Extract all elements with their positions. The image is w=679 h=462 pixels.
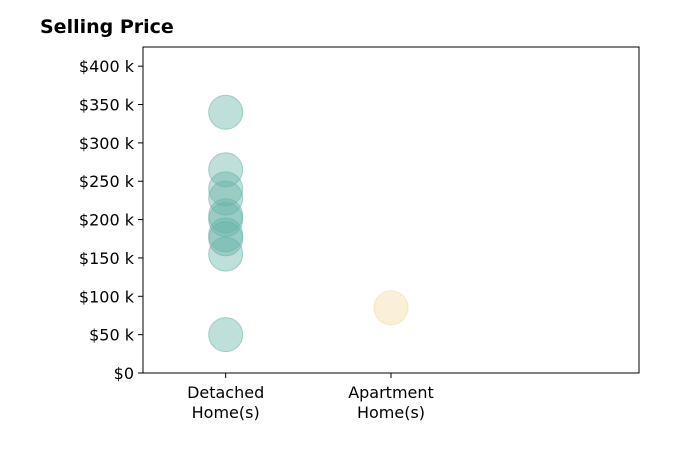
y-tick-label-6: $300 k [79, 134, 135, 153]
data-point-0-5 [208, 202, 244, 238]
data-point-0-7 [208, 221, 244, 257]
data-point-1-0 [373, 290, 409, 326]
data-point-0-1 [208, 152, 244, 188]
data-point-0-9 [208, 317, 244, 353]
y-tick-label-5: $250 k [79, 172, 135, 191]
y-tick-label-3: $150 k [79, 249, 135, 268]
y-tick-label-4: $200 k [79, 211, 135, 230]
axes-layer: $0 $50 k $100 k $150 k $200 k $250 k $300 k $35… [79, 46, 640, 422]
y-tick-label-8: $400 k [79, 57, 135, 76]
points-layer [208, 94, 409, 353]
data-point-0-8 [208, 236, 244, 272]
data-point-0-0 [208, 94, 244, 130]
data-point-0-2 [208, 171, 244, 207]
x-tick-label-0: Detached Home(s) [187, 383, 264, 422]
x-tick-label-1: Apartment Home(s) [348, 383, 434, 422]
y-tick-label-0: $0 [114, 364, 134, 383]
y-tick-label-2: $100 k [79, 287, 135, 306]
y-tick-label-1: $50 k [89, 326, 135, 345]
y-tick-label-7: $350 k [79, 96, 135, 115]
chart-title: Selling Price [40, 16, 174, 38]
data-point-0-3 [208, 180, 244, 216]
